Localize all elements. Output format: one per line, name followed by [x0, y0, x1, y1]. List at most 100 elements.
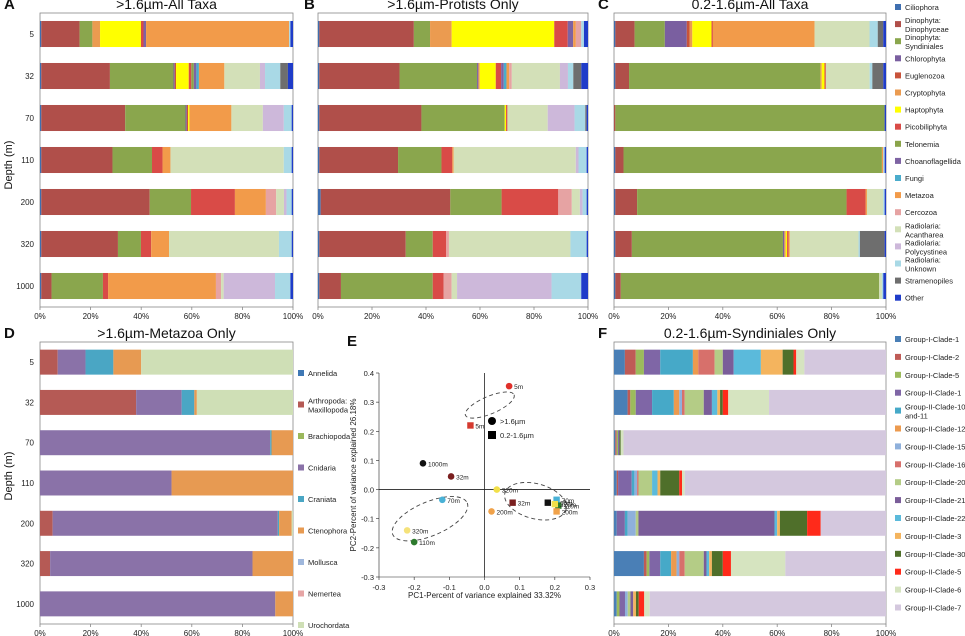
bar-segment [614, 430, 616, 456]
bar-segment [41, 188, 150, 216]
bar-segment [278, 230, 292, 258]
bar-segment [262, 104, 284, 132]
bar-segment [506, 104, 508, 132]
legend-swatch [895, 353, 901, 360]
bar-segment [283, 146, 292, 174]
bar-segment [615, 104, 885, 132]
bar-segment [41, 62, 110, 90]
bar-segment [453, 146, 576, 174]
depth-tick-label: 320 [21, 240, 35, 249]
bar-segment [820, 510, 886, 536]
bar-segment [340, 272, 433, 300]
bar-segment [779, 510, 808, 536]
depth-tick-label: 32 [25, 398, 34, 407]
legend-square [488, 431, 496, 439]
bar-segment [586, 188, 588, 216]
bar-segment [40, 272, 42, 300]
legend-label: Annelida [308, 369, 338, 378]
bar-segment [614, 62, 616, 90]
bar-segment [57, 349, 86, 375]
bar-segment [149, 188, 192, 216]
y-tick-label: 0.2 [364, 427, 374, 436]
bar-segment [173, 62, 175, 90]
pca-point-square [553, 508, 560, 515]
bar-segment [79, 20, 93, 48]
bar-segment [320, 188, 451, 216]
legend-label: Group-I-Clade-5 [905, 371, 959, 380]
bar-segment [869, 20, 878, 48]
legend-swatch [895, 243, 901, 250]
cluster-ellipse [391, 496, 469, 542]
pca-point-label: 70m [562, 498, 575, 505]
legend-label: Group-I-Clade-1 [905, 335, 959, 344]
panel-letter-C: C [598, 0, 609, 13]
bar-segment [615, 20, 635, 48]
bar-segment [189, 104, 232, 132]
bar-segment [573, 62, 582, 90]
pca-point-circle [488, 508, 495, 515]
bar-segment [884, 104, 886, 132]
bar-segment [291, 146, 293, 174]
bar-segment [41, 146, 113, 174]
bar-segment [637, 470, 639, 496]
legend-label: Group-II-Clade-15 [905, 442, 965, 451]
bar-segment [40, 20, 42, 48]
bar-segment [259, 62, 266, 90]
bar-segment [432, 272, 444, 300]
bar-segment [614, 230, 616, 258]
bar-segment [275, 591, 293, 617]
bar-segment [252, 551, 293, 577]
bar-segment [318, 146, 320, 174]
x-tick-label: 60% [769, 312, 785, 321]
panel-title-A: >1.6µm-All Taxa [116, 0, 217, 12]
bar-segment [198, 62, 225, 90]
bar-segment [509, 62, 512, 90]
legend-swatch [298, 622, 304, 628]
bar-segment [620, 272, 880, 300]
bar-segment [624, 510, 628, 536]
legend-swatch [298, 464, 304, 471]
bar-segment [616, 510, 625, 536]
bar-segment [40, 104, 42, 132]
bar-segment [614, 551, 644, 577]
depth-axis-label: Depth (m) [3, 452, 15, 501]
bar-segment [865, 188, 867, 216]
x-axis-label: PC1-Percent of variance explained 33.32% [408, 591, 561, 600]
bar-segment [318, 230, 320, 258]
x-tick-label: 20% [660, 312, 676, 321]
bar-segment [614, 188, 616, 216]
bar-segment [448, 230, 571, 258]
bar-segment [717, 389, 721, 415]
depth-tick-label: 320 [21, 560, 35, 569]
legend-label: Craniata [308, 495, 337, 504]
bar-segment [814, 20, 870, 48]
bar-segment [318, 62, 320, 90]
bar-segment [196, 389, 293, 415]
bar-segment [711, 551, 723, 577]
bar-segment [432, 230, 447, 258]
x-tick-label: 0.2 [550, 583, 560, 592]
legend-label: Cercozoa [905, 208, 938, 217]
legend-swatch [895, 4, 901, 10]
depth-tick-label: 200 [21, 519, 35, 528]
bar-segment [40, 349, 58, 375]
x-tick-label: 20% [660, 629, 676, 636]
bar-segment [191, 62, 194, 90]
bar-segment [40, 591, 276, 617]
bar-segment [698, 349, 715, 375]
bar-segment [627, 591, 631, 617]
bar-segment [186, 104, 189, 132]
pca-point-label: 1000m [553, 501, 573, 508]
x-tick-label: 60% [184, 312, 200, 321]
bar-segment [679, 389, 682, 415]
legend-label: Picobiliphyta [905, 123, 948, 132]
depth-axis-label: Depth (m) [3, 141, 15, 190]
bar-segment [586, 230, 588, 258]
legend-swatch [298, 527, 304, 534]
bar-segment [575, 146, 579, 174]
legend-label: Ciliophora [905, 3, 940, 12]
bar-segment [624, 349, 636, 375]
bar-segment [785, 230, 788, 258]
bar-segment [40, 146, 42, 174]
bar-segment [676, 551, 680, 577]
